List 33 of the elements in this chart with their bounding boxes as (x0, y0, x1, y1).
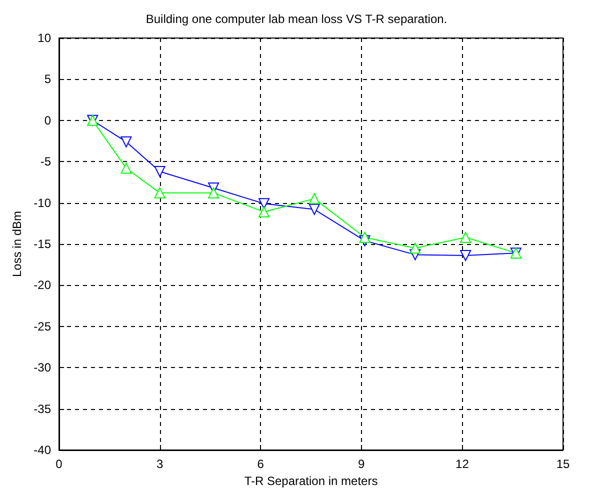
y-tick-label: -10 (34, 196, 52, 210)
y-tick-label: 0 (44, 113, 52, 128)
y-axis-title: Loss in dBm (10, 210, 24, 278)
y-tick-label: -25 (34, 319, 52, 334)
point (120, 162, 132, 174)
point (308, 204, 320, 215)
x-tick-label: 6 (257, 457, 264, 471)
y-tick-label: -5 (40, 154, 52, 169)
point (460, 232, 472, 243)
y-tick-label: 5 (44, 72, 52, 86)
x-tick-label: 15 (556, 457, 570, 471)
point (120, 136, 132, 148)
y-tick-label: -40 (34, 443, 52, 457)
x-tick-label: 12 (456, 457, 470, 471)
y-tick-label: -15 (34, 237, 52, 251)
y-tick-label: 10 (38, 31, 52, 45)
y-tick-label: -35 (34, 402, 52, 416)
y-tick-label: -20 (34, 278, 52, 292)
point (258, 206, 270, 218)
point (258, 198, 270, 210)
point (208, 187, 220, 198)
x-tick-label: 9 (358, 457, 366, 471)
y-tick-label: -30 (34, 360, 52, 375)
chart-title: Building one computer lab mean loss VS T-R separation. (146, 12, 448, 26)
point (154, 187, 166, 198)
point (359, 232, 370, 243)
x-axis-title: T-R Separation in meters (244, 474, 378, 488)
point (308, 193, 320, 204)
point (460, 250, 472, 262)
x-tick-label: 0 (56, 457, 63, 471)
point (154, 166, 166, 177)
point (410, 242, 421, 254)
x-tick-label: 3 (156, 457, 164, 471)
